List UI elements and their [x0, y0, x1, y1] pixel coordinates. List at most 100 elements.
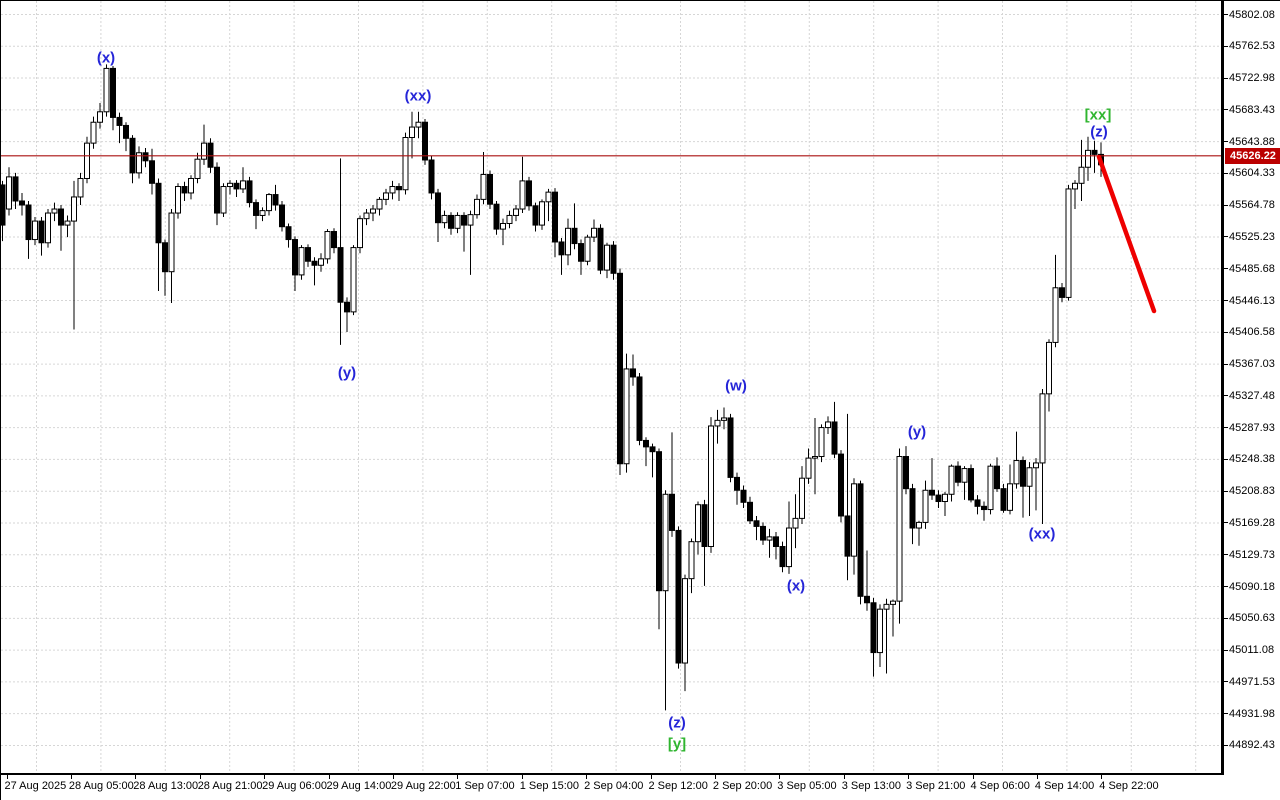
price-axis-label: 45564.78 [1229, 199, 1275, 212]
candle-body [240, 180, 246, 190]
candle-body [734, 476, 740, 491]
candle-body [883, 603, 890, 610]
price-tick [1224, 522, 1228, 524]
time-axis-label: 3 Sep 05:00 [777, 780, 837, 792]
candle-body [396, 186, 402, 191]
candle-body [532, 205, 539, 226]
time-tick [6, 775, 8, 779]
price-axis-label: 45683.43 [1229, 103, 1275, 116]
candle-body [981, 505, 987, 511]
candle-body [1065, 188, 1072, 298]
candle-body [630, 368, 636, 378]
candle-body [786, 527, 792, 568]
price-axis-label: 45446.13 [1229, 294, 1275, 307]
candle-body [792, 517, 799, 529]
candle-body [84, 142, 90, 179]
candle-body [493, 203, 500, 230]
candle-body [649, 446, 656, 453]
candle-body [266, 194, 272, 212]
candle-body [948, 465, 955, 495]
candle-body [272, 194, 279, 206]
candle-body [1059, 287, 1065, 298]
candle-body [662, 493, 669, 592]
time-tick [650, 775, 652, 779]
candle-body [318, 258, 324, 266]
price-axis-label: 45208.83 [1229, 485, 1275, 498]
candle-body [1091, 149, 1098, 155]
candle-body [578, 243, 584, 262]
price-tick [1224, 586, 1228, 588]
time-axis-label: 29 Aug 22:00 [390, 780, 456, 792]
candle-body [539, 201, 545, 226]
candle-body [103, 67, 110, 113]
candle-body [721, 417, 727, 421]
candle-body [916, 521, 922, 529]
candle-body [805, 457, 812, 479]
price-tick [1224, 554, 1228, 556]
candle-body [71, 196, 77, 222]
candle-body [812, 456, 818, 459]
candle-body [474, 198, 480, 216]
price-tick [1224, 300, 1228, 302]
price-axis-label: 45525.23 [1229, 230, 1275, 243]
candle-body [558, 241, 565, 256]
candle-body [831, 421, 838, 455]
wave-label-z[interactable]: (z) [1090, 123, 1108, 141]
wave-label-y[interactable]: (y) [337, 364, 357, 382]
candle-body [110, 67, 116, 118]
wave-label-y[interactable]: [y] [667, 735, 687, 753]
candle-body [480, 173, 487, 200]
candle-body [955, 465, 961, 483]
candle-body [207, 142, 214, 168]
wave-label-xx[interactable]: (xx) [404, 87, 432, 105]
candle-body [844, 515, 851, 557]
candle-body [825, 421, 831, 429]
price-axis-label: 45367.03 [1229, 358, 1275, 371]
time-tick [908, 775, 910, 779]
candle-body [422, 121, 428, 161]
candle-body [1072, 182, 1078, 190]
wave-label-x[interactable]: (x) [96, 49, 116, 67]
candle-body [903, 456, 909, 490]
wave-label-xx[interactable]: (xx) [1028, 525, 1056, 543]
time-tick [586, 775, 588, 779]
candle-body [350, 247, 357, 313]
time-axis-label: 2 Sep 20:00 [712, 780, 773, 792]
candle-body [344, 301, 350, 313]
candle-body [896, 456, 903, 602]
candle-body [623, 368, 630, 465]
candle-body [181, 186, 188, 194]
price-tick [1224, 236, 1228, 238]
candlestick-chart[interactable] [1, 1, 1223, 774]
time-axis-label: 2 Sep 12:00 [648, 780, 708, 792]
candle-body [402, 137, 409, 191]
candle-body [584, 236, 591, 262]
time-axis-label: 3 Sep 13:00 [841, 780, 902, 792]
candle-body [435, 192, 441, 224]
time-tick [972, 775, 974, 779]
wave-label-y[interactable]: (y) [907, 423, 927, 441]
candle-body [38, 220, 45, 244]
wave-label-z[interactable]: (z) [668, 714, 686, 732]
time-tick [264, 775, 266, 779]
wave-label-xx[interactable]: [xx] [1084, 106, 1112, 124]
candle-body [441, 214, 448, 224]
price-tick [1224, 713, 1228, 715]
candle-body [708, 425, 714, 548]
wave-label-w[interactable]: (w) [725, 377, 747, 395]
candle-body [6, 176, 12, 210]
time-tick [843, 775, 845, 779]
candle-body [500, 222, 506, 230]
price-tick [1224, 45, 1228, 47]
wave-label-x[interactable]: (x) [786, 577, 806, 595]
price-tick [1224, 458, 1228, 460]
price-axis-label: 45406.58 [1229, 326, 1275, 339]
candle-body [591, 227, 597, 238]
candle-body [201, 142, 207, 160]
candle-body [149, 160, 155, 184]
candle-body [58, 208, 64, 226]
candle-body [818, 427, 825, 458]
price-tick [1224, 268, 1228, 270]
candle-body [565, 227, 571, 256]
candle-body [461, 214, 467, 226]
